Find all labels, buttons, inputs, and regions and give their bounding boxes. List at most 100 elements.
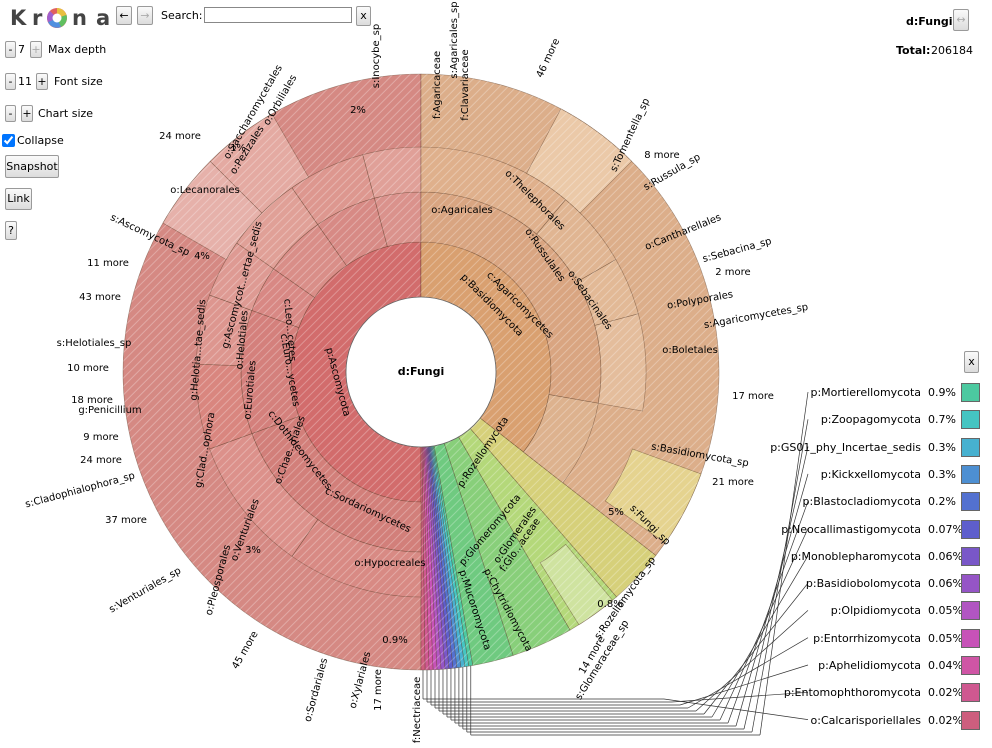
legend-item-label[interactable]: p:Monoblepharomycota <box>790 549 921 563</box>
legend-item-percent: 0.9% <box>928 386 956 399</box>
legend-item-swatch[interactable] <box>961 628 980 648</box>
legend-item-label[interactable]: p:Entomophthoromycota <box>783 686 921 700</box>
chart-label: 0.9% <box>382 635 407 646</box>
legend-item-label[interactable]: p:Aphelidiomycota <box>818 659 921 672</box>
max-depth-decrease-button[interactable]: - <box>5 41 16 58</box>
legend-item-swatch[interactable] <box>961 656 980 675</box>
legend-item-swatch[interactable] <box>961 601 980 621</box>
legend-close-button[interactable]: x <box>964 351 979 373</box>
legend-item-swatch[interactable] <box>961 710 980 730</box>
wedge-hatch <box>605 448 702 543</box>
chart-label: o:Sordariales <box>303 657 331 723</box>
back-button[interactable]: ← <box>116 6 132 25</box>
chart-label: 3% <box>245 545 261 556</box>
max-depth-increase-button[interactable]: + <box>30 41 42 58</box>
chart-label: 17 more <box>732 391 774 402</box>
logo-letter-k: K <box>10 6 28 30</box>
chart-size-increase-button[interactable]: + <box>21 105 33 122</box>
wedge-hatch <box>273 224 347 298</box>
wedge-hatch <box>425 446 441 670</box>
collapse-checkbox[interactable] <box>2 134 15 147</box>
legend-item-percent: 0.3% <box>928 440 956 454</box>
chart-label: 24 more <box>80 455 122 466</box>
wedge-hatch <box>429 446 457 669</box>
chart-size-label: Chart size <box>38 107 94 120</box>
chart-label: 10 more <box>67 363 109 374</box>
label-leader-line <box>671 691 809 703</box>
wedge-hatch <box>317 198 388 266</box>
wedge-hatch <box>536 199 616 282</box>
wedge-hatch <box>422 446 430 670</box>
legend-item-label[interactable]: p:Neocallimastigomycota <box>781 522 921 536</box>
legend-item-label[interactable]: p:Entorrhizomycota <box>813 631 921 645</box>
label-leader-line <box>663 698 809 720</box>
chart-size-decrease-button[interactable]: - <box>5 105 16 122</box>
legend-item-percent: 0.05% <box>928 604 963 618</box>
chart-label: 8 more <box>644 150 679 161</box>
legend-item-label[interactable]: p:Zoopagomycota <box>820 413 921 427</box>
link-button[interactable]: Link <box>5 188 32 210</box>
center-label: d:Fungi <box>398 365 445 378</box>
legend-item-swatch[interactable] <box>961 546 980 566</box>
chart-label: o:Lecanorales <box>170 185 240 196</box>
legend-item-label[interactable]: p:Mortierellomycota <box>810 386 921 399</box>
search-input[interactable] <box>204 7 352 23</box>
legend-item-swatch[interactable] <box>961 383 980 402</box>
legend-item-label[interactable]: p:Olpidiomycota <box>830 604 921 618</box>
legend-item-percent: 0.7% <box>928 413 956 427</box>
legend-item-percent: 0.02% <box>928 686 963 700</box>
chart-label: s:Helotiales_sp <box>57 338 132 349</box>
legend-item-swatch[interactable] <box>961 410 980 430</box>
legend-item-swatch[interactable] <box>961 464 980 484</box>
snapshot-button[interactable]: Snapshot <box>5 155 59 178</box>
chart-label: s:Sebacina_sp <box>701 236 772 265</box>
krona-logo: K r n a <box>8 2 112 32</box>
center-circle[interactable] <box>345 296 497 448</box>
font-size-decrease-button[interactable]: - <box>5 73 16 90</box>
chart-label: 37 more <box>105 515 147 526</box>
chart-label: s:Inocybe_sp <box>371 24 382 88</box>
legend-item-label[interactable]: p:Kickxellomycota <box>820 467 921 481</box>
chart-label: 21 more <box>712 477 754 488</box>
chart-label: o:Hypocreales <box>354 558 425 569</box>
chart-label: 0.8% <box>597 599 622 610</box>
legend-item-percent: 0.07% <box>928 522 963 536</box>
legend-item-label[interactable]: o:Calcarisporiellales <box>810 713 921 727</box>
current-node-title: d:Fungi <box>906 15 953 28</box>
logo-letter-n: n <box>72 6 88 30</box>
search-clear-button[interactable]: x <box>356 6 371 26</box>
swap-node-button[interactable]: ↔ <box>953 9 969 31</box>
wedge-hatch <box>594 313 646 412</box>
wedge-hatch <box>430 446 461 668</box>
legend-item-swatch[interactable] <box>961 574 980 594</box>
chart-label: o:Agaricales <box>431 205 492 216</box>
total-label: Total: <box>896 44 931 57</box>
legend-item-swatch[interactable] <box>961 492 980 512</box>
label-leader-line <box>751 419 809 733</box>
legend-item-swatch[interactable] <box>961 519 980 539</box>
legend-item-label[interactable]: p:Blastocladiomycota <box>802 495 921 509</box>
chart-label: 4% <box>194 251 210 262</box>
wedge-hatch <box>209 242 274 311</box>
forward-button[interactable]: → <box>137 6 153 25</box>
legend-item-label[interactable]: p:GS01_phy_Incertae_sedis <box>770 440 921 454</box>
wedge-hatch <box>431 446 465 668</box>
chart-label: 24 more <box>159 131 201 142</box>
wedge-hatch <box>432 446 469 667</box>
chart-label: o:Boletales <box>662 345 718 356</box>
wedge-hatch <box>423 446 433 670</box>
max-depth-value: 7 <box>18 43 25 56</box>
chart-label: o:Helotiales <box>234 310 250 370</box>
legend-item-label[interactable]: p:Basidiobolomycota <box>805 577 921 591</box>
legend-item-swatch[interactable] <box>961 437 980 457</box>
help-button[interactable]: ? <box>5 221 17 240</box>
wedge-hatch <box>196 364 252 449</box>
font-size-increase-button[interactable]: + <box>36 73 48 90</box>
wedge-hatch <box>421 446 426 670</box>
chart-label: f:Agaricaceae <box>432 51 443 119</box>
legend-item-swatch[interactable] <box>961 683 980 703</box>
wedge-hatch <box>576 259 639 326</box>
wedge-hatch <box>470 418 656 597</box>
chart-label: o:Eurotiales <box>242 360 258 420</box>
